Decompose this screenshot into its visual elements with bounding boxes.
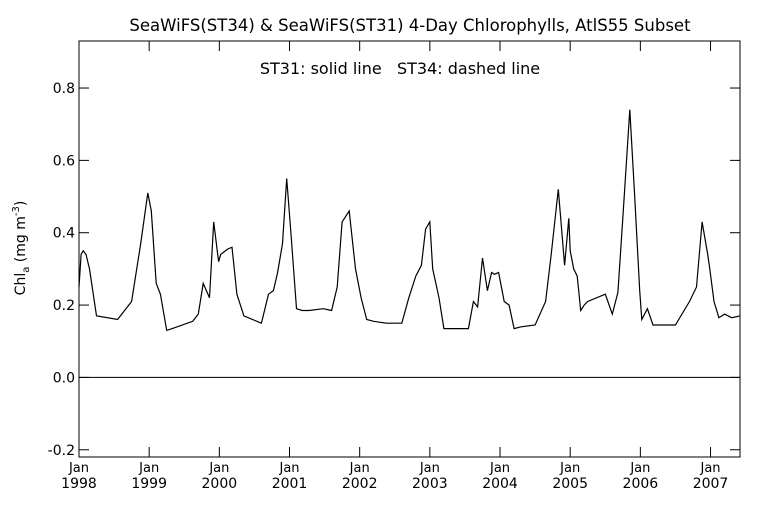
y-tick-label: 0.8 <box>53 81 75 97</box>
x-tick-year-label: 2007 <box>693 476 729 492</box>
y-label-main: Chl <box>13 273 29 296</box>
x-tick-year-label: 2001 <box>272 476 308 492</box>
y-tick-label: 0.4 <box>53 226 75 242</box>
x-tick-year-label: 2005 <box>552 476 588 492</box>
x-tick-month-label: Jan <box>349 461 370 476</box>
plot-frame <box>78 40 741 458</box>
y-label-unit: (mg m <box>13 216 29 267</box>
x-tick-year-label: 2002 <box>342 476 378 492</box>
x-tick-month-label: Jan <box>700 461 721 476</box>
x-tick-year-label: 1998 <box>61 476 97 492</box>
x-tick-month-label: Jan <box>489 461 510 476</box>
y-label-subscript: a <box>21 267 32 273</box>
y-tick-label: -0.2 <box>48 443 75 459</box>
line-style-annotation: ST31: solid line ST34: dashed line <box>260 59 540 78</box>
chart-title: SeaWiFS(ST34) & SeaWiFS(ST31) 4-Day Chlo… <box>129 16 691 35</box>
x-tick-month-label: Jan <box>419 461 440 476</box>
y-axis-label: Chla (mg m-3) <box>11 201 32 296</box>
x-tick-year-label: 1999 <box>131 476 167 492</box>
x-tick-month-label: Jan <box>68 461 89 476</box>
x-tick-month-label: Jan <box>559 461 580 476</box>
series-group <box>78 109 741 332</box>
x-tick-month-label: Jan <box>208 461 229 476</box>
x-tick-year-label: 2000 <box>202 476 238 492</box>
x-tick-year-label: 2003 <box>412 476 448 492</box>
x-tick-year-label: 2006 <box>623 476 659 492</box>
y-tick-label: 0.2 <box>53 298 75 314</box>
series-line-st31 <box>78 109 741 332</box>
x-tick-year-label: 2004 <box>482 476 518 492</box>
y-axis: -0.2 0.0 0.2 0.4 0.6 0.8 <box>48 81 740 459</box>
y-tick-label: 0.6 <box>53 153 75 169</box>
y-label-unit-close: ) <box>13 201 29 206</box>
x-axis: Jan1998Jan1999Jan2000Jan2001Jan2002Jan20… <box>61 41 728 492</box>
x-tick-month-label: Jan <box>138 461 159 476</box>
y-tick-label: 0.0 <box>53 370 75 386</box>
x-tick-month-label: Jan <box>629 461 650 476</box>
x-tick-month-label: Jan <box>278 461 299 476</box>
y-label-unit-superscript: -3 <box>11 206 22 216</box>
